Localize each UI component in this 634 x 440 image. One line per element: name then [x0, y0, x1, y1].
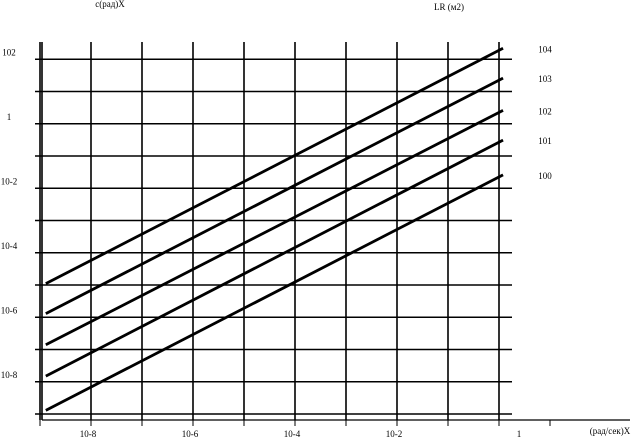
x-tick-label: 1 [517, 429, 522, 439]
x-tick-label: 10-6 [182, 429, 199, 439]
y-tick-label: 10-8 [1, 370, 18, 380]
series-label: 101 [538, 136, 552, 146]
y-tick-label: 10-4 [1, 241, 18, 251]
data-line [45, 173, 504, 412]
x-tick-label: 10-2 [386, 429, 403, 439]
x-tick-label: 10-4 [284, 429, 301, 439]
series-label: 102 [538, 106, 552, 116]
data-line [45, 76, 504, 315]
series-label: 104 [538, 44, 552, 54]
y-axis-label: c(рад)X [95, 0, 125, 9]
chart-title: LR (м2) [434, 2, 464, 12]
y-tick-label: 10-6 [1, 305, 18, 315]
series-label: 103 [538, 74, 552, 84]
data-line [45, 138, 504, 378]
x-axis-label: (рад/сек)X [590, 426, 631, 436]
data-line [45, 109, 504, 347]
y-tick-label: 1 [7, 112, 12, 122]
y-tick-label: 10-2 [1, 176, 18, 186]
x-tick-label: 10-8 [80, 429, 97, 439]
data-line [45, 46, 504, 285]
y-tick-label: 102 [2, 47, 16, 57]
series-label: 100 [538, 171, 552, 181]
